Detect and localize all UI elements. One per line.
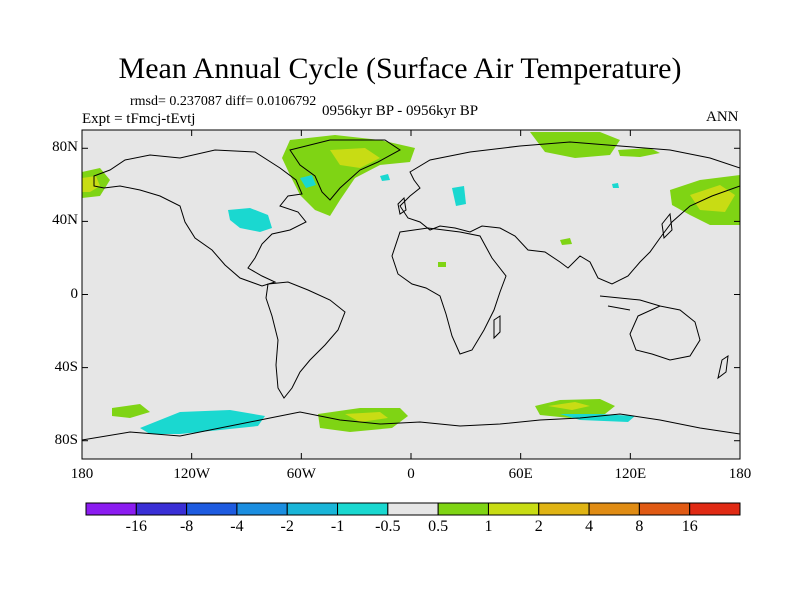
lon-label: 120E [614,466,647,482]
stats-text: rmsd= 0.237087 diff= 0.0106792 [130,94,317,109]
anomaly-patch-arctic-far-east [618,148,660,157]
colorbar-swatch [186,502,238,516]
colorbar-label: -16 [125,518,147,535]
lat-label: 0 [70,285,79,302]
colorbar-label: 0.5 [428,518,449,535]
anomaly-patch-ross-sea [140,410,265,434]
colorbar-swatch [85,502,137,516]
coastline-south-america [265,281,346,399]
anomaly-patch-arctic-ocean [380,174,390,181]
coastline-greenland [289,139,401,201]
lat-label: 40S [54,358,78,375]
coastline-antarctica [82,411,740,441]
colorbar-swatch [286,502,339,516]
anomaly-patch-alaska-core [82,176,100,192]
colorbar-label: 1 [484,518,493,535]
coastline-australia [629,305,701,361]
anomaly-patch-south-atlantic-core [345,412,388,422]
lat-label: 80N [52,139,78,156]
anomaly-patch-small-2 [438,262,446,267]
map-background [82,130,740,459]
lat-label: 80S [54,431,78,448]
coastlines [82,139,740,441]
colorbar-swatch [437,502,489,516]
colorbar-label: 2 [534,518,543,535]
colorbar [85,502,741,516]
coastline-north-america [93,149,307,287]
season-label: ANN [706,109,739,125]
colorbar-swatch [638,502,691,516]
anomaly-patch-arctic-east [530,132,620,158]
anomaly-patch-greenland [282,135,415,216]
axis-ticks [81,130,741,459]
lon-label: 180 [70,466,94,482]
anomaly-patch-hudson [300,175,316,188]
anomaly-shading [82,132,740,434]
colorbar-swatch [236,502,288,516]
coastline-new-zealand [717,354,729,380]
chart-title: Mean Annual Cycle (Surface Air Temperatu… [118,52,682,85]
colorbar-label: -2 [280,518,294,535]
coastline-japan [661,212,673,240]
colorbar-label: -8 [179,518,194,535]
lon-label: 120W [173,466,210,482]
anomaly-patch-south-pacific [112,404,150,418]
coastline-madagascar [493,315,501,340]
anomaly-patch-weddell [560,414,635,422]
lon-label: 60E [508,466,533,482]
experiment-label: Expt = tFmcj-tEvtj [82,111,196,127]
colorbar-swatch [588,502,640,516]
colorbar-label: -1 [330,518,345,535]
colorbar-swatch [487,502,540,516]
coastline-africa [391,227,507,355]
lat-label: 40N [52,212,78,229]
colorbar-swatch [135,502,188,516]
lon-label: 0 [407,466,415,482]
coastline-eurasia [399,141,740,285]
colorbar-label: 16 [681,518,698,535]
period-label: 0956kyr BP - 0956kyr BP [322,103,479,119]
coastline-southeast-asia-islands [599,295,661,311]
colorbar-label: 8 [635,518,644,535]
anomaly-patch-great-lakes [228,208,272,232]
colorbar-swatch [387,502,439,516]
anomaly-patch-small-3 [612,183,619,188]
lon-label: 180 [728,466,752,482]
colorbar-swatch [337,502,389,516]
anomaly-patch-greenland-core [330,148,380,168]
colorbar-swatch [538,502,590,516]
anomaly-patch-small-1 [560,238,572,245]
coastline-british-isles [397,196,407,215]
anomaly-patch-scandinavia [452,186,466,206]
colorbar-label: -0.5 [375,518,401,535]
colorbar-label: 4 [585,518,594,535]
lon-label: 60W [286,466,316,482]
colorbar-label: -4 [230,518,244,535]
colorbar-swatch [689,502,741,516]
anomaly-patch-southern-indian-core [548,402,590,410]
